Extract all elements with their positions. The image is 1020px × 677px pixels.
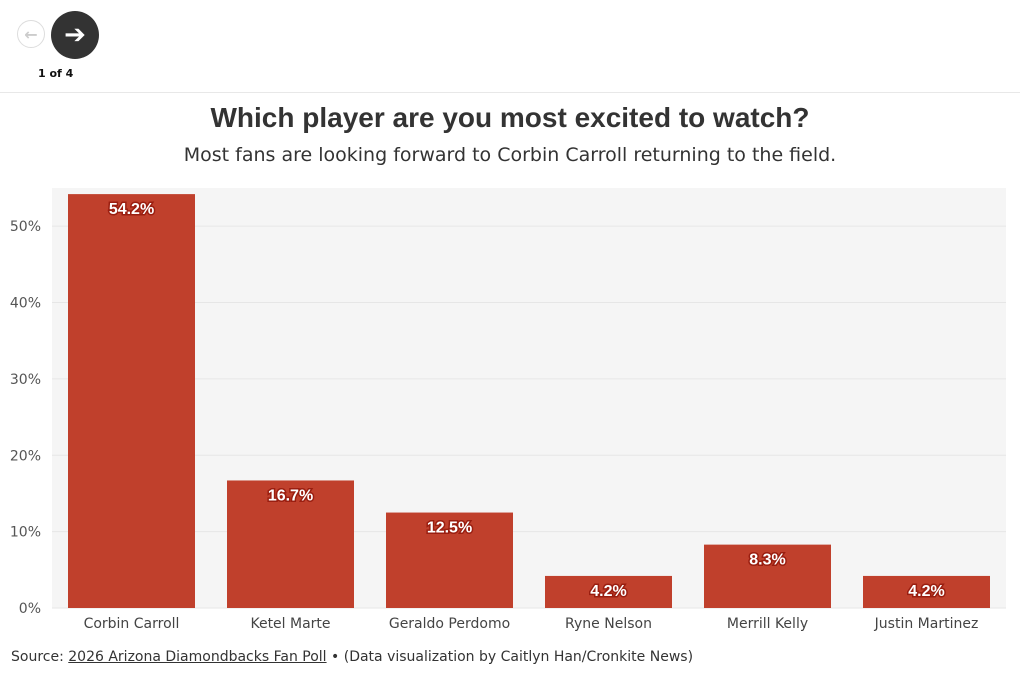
x-tick-label: Ketel Marte xyxy=(250,616,330,632)
x-tick-label: Geraldo Perdomo xyxy=(389,616,510,632)
y-tick-label: 10% xyxy=(10,525,41,541)
previous-button[interactable]: ← xyxy=(17,20,45,48)
data-label: 4.2% xyxy=(908,583,944,600)
arrow-right-icon: ➔ xyxy=(64,20,86,50)
chart-subtitle: Most fans are looking forward to Corbin … xyxy=(183,144,837,166)
y-tick-label: 40% xyxy=(10,296,41,312)
y-tick-label: 30% xyxy=(10,372,41,388)
source-suffix: • (Data visualization by Caitlyn Han/Cro… xyxy=(326,649,694,665)
plot-background xyxy=(52,188,1006,608)
x-tick-label: Merrill Kelly xyxy=(727,616,808,632)
x-tick-label: Ryne Nelson xyxy=(565,616,652,632)
bar xyxy=(386,512,513,608)
next-button[interactable]: ➔ xyxy=(51,11,99,59)
bar xyxy=(545,575,672,608)
bar xyxy=(68,194,195,609)
bar xyxy=(227,480,354,608)
chart-title: Which player are you most excited to wat… xyxy=(210,102,810,133)
bar xyxy=(863,575,990,608)
y-tick-label: 50% xyxy=(10,219,41,235)
data-label: 8.3% xyxy=(749,552,785,569)
y-tick-label: 0% xyxy=(19,601,41,617)
data-label: 16.7% xyxy=(268,487,313,504)
bar xyxy=(704,544,831,608)
x-tick-label: Justin Martinez xyxy=(874,616,979,632)
data-label: 12.5% xyxy=(427,520,472,537)
y-tick-label: 20% xyxy=(10,448,41,464)
data-label: 54.2% xyxy=(109,201,154,218)
pager-text: 1 of 4 xyxy=(38,67,74,80)
source-prefix: Source: xyxy=(11,649,69,665)
data-label: 4.2% xyxy=(590,583,626,600)
x-tick-label: Corbin Carroll xyxy=(84,616,180,632)
source-line: Source: 2026 Arizona Diamondbacks Fan Po… xyxy=(11,649,693,665)
source-link[interactable]: 2026 Arizona Diamondbacks Fan Poll xyxy=(68,649,327,665)
divider xyxy=(0,92,1020,93)
bar-chart: 0% 10% 20% 30% 40% 50% 54.2% Corbin Carroll 16.7… xyxy=(9,188,1006,632)
arrow-left-icon: ← xyxy=(24,24,38,44)
